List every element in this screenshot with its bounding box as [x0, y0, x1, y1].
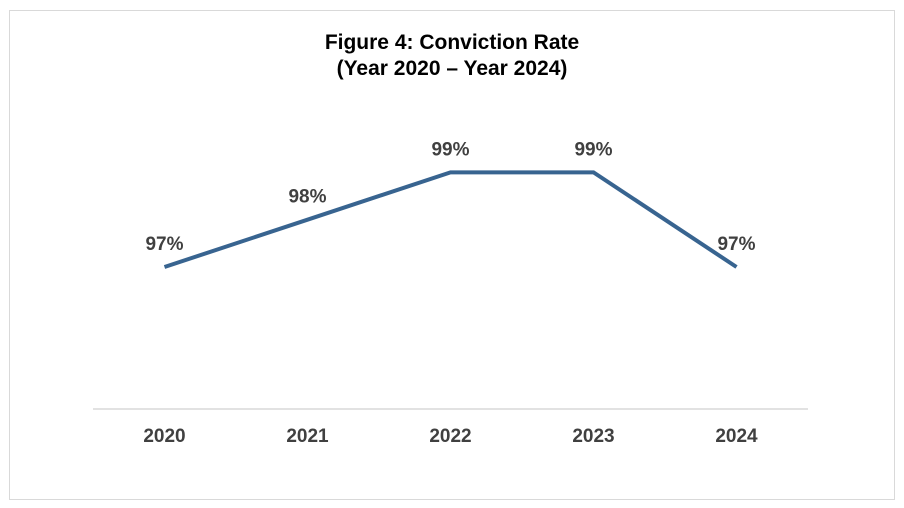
data-label: 99%	[431, 139, 469, 160]
x-tick-label: 2021	[286, 426, 329, 447]
series-line	[163, 170, 738, 269]
chart-frame	[9, 10, 895, 500]
data-label: 97%	[145, 234, 183, 255]
x-tick-label: 2022	[429, 426, 471, 447]
x-tick-label: 2020	[143, 426, 185, 447]
data-label: 99%	[574, 139, 612, 160]
x-tick-label: 2023	[572, 426, 614, 447]
chart-title: Figure 4: Conviction Rate	[324, 31, 580, 54]
chart-title-block: Figure 4: Conviction Rate (Year 2020 – Y…	[0, 30, 904, 82]
chart-subtitle: (Year 2020 – Year 2024)	[336, 57, 568, 80]
data-label: 97%	[717, 234, 755, 255]
x-tick-label: 2024	[715, 426, 758, 447]
data-label: 98%	[288, 187, 326, 208]
